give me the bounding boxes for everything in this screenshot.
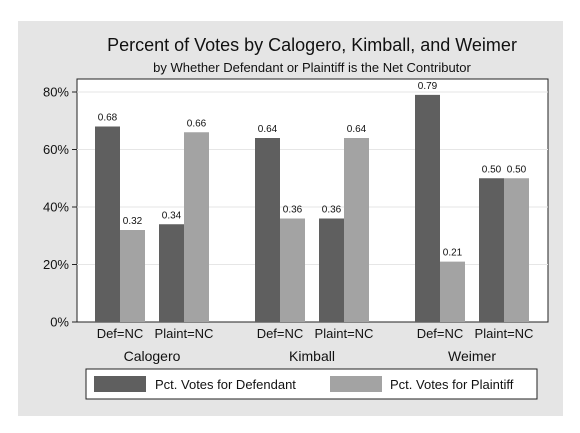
bar: [504, 178, 529, 322]
category-label: Def=NC: [257, 326, 304, 341]
bar: [159, 224, 184, 322]
legend-label: Pct. Votes for Plaintiff: [390, 377, 514, 392]
data-label: 0.36: [322, 205, 342, 216]
bar: [319, 218, 344, 322]
data-label: 0.64: [258, 124, 278, 135]
bar: [95, 126, 120, 322]
y-tick-label: 0%: [50, 315, 69, 330]
bar: [440, 261, 465, 322]
y-tick-label: 20%: [43, 257, 69, 272]
category-label: Def=NC: [417, 326, 464, 341]
plot-area: [76, 78, 549, 323]
bar: [344, 138, 369, 322]
data-label: 0.50: [482, 164, 502, 175]
data-label: 0.64: [347, 124, 367, 135]
group-label: Calogero: [124, 348, 181, 364]
legend-swatch: [330, 376, 382, 392]
chart-title: Percent of Votes by Calogero, Kimball, a…: [107, 35, 517, 55]
data-label: 0.21: [443, 248, 463, 259]
data-label: 0.68: [98, 113, 118, 124]
legend: Pct. Votes for Defendant Pct. Votes for P…: [85, 368, 538, 400]
bar: [184, 132, 209, 322]
group-label: Weimer: [448, 348, 496, 364]
category-labels: Def=NC Plaint=NC Calogero Def=NC Plaint=NC Ki…: [97, 326, 534, 364]
chart-subtitle: by Whether Defendant or Plaintiff is the…: [153, 60, 471, 75]
category-label: Plaint=NC: [315, 326, 374, 341]
y-tick-label: 40%: [43, 200, 69, 215]
bar: [280, 218, 305, 322]
category-label: Plaint=NC: [475, 326, 534, 341]
gridlines: [77, 91, 548, 265]
bar: [479, 178, 504, 322]
legend-swatch: [94, 376, 146, 392]
data-label: 0.36: [283, 205, 303, 216]
data-label: 0.66: [187, 118, 207, 129]
y-axis: 0% 20% 40% 60% 80%: [43, 85, 77, 330]
y-tick-label: 80%: [43, 85, 69, 100]
bar: [120, 230, 145, 322]
data-label: 0.50: [507, 164, 527, 175]
legend-label: Pct. Votes for Defendant: [155, 377, 296, 392]
bar: [415, 94, 440, 322]
bar: [255, 138, 280, 322]
y-tick-label: 60%: [43, 142, 69, 157]
category-label: Plaint=NC: [155, 326, 214, 341]
category-label: Def=NC: [97, 326, 144, 341]
data-label: 0.79: [418, 81, 438, 92]
data-label: 0.34: [162, 210, 182, 221]
data-label: 0.32: [123, 216, 143, 227]
legend-box: [85, 368, 538, 400]
group-label: Kimball: [289, 348, 335, 364]
bars: 0.68 0.32 0.34 0.66 0.64 0.36 0.36 0.64 0.79 0.21…: [95, 81, 529, 322]
